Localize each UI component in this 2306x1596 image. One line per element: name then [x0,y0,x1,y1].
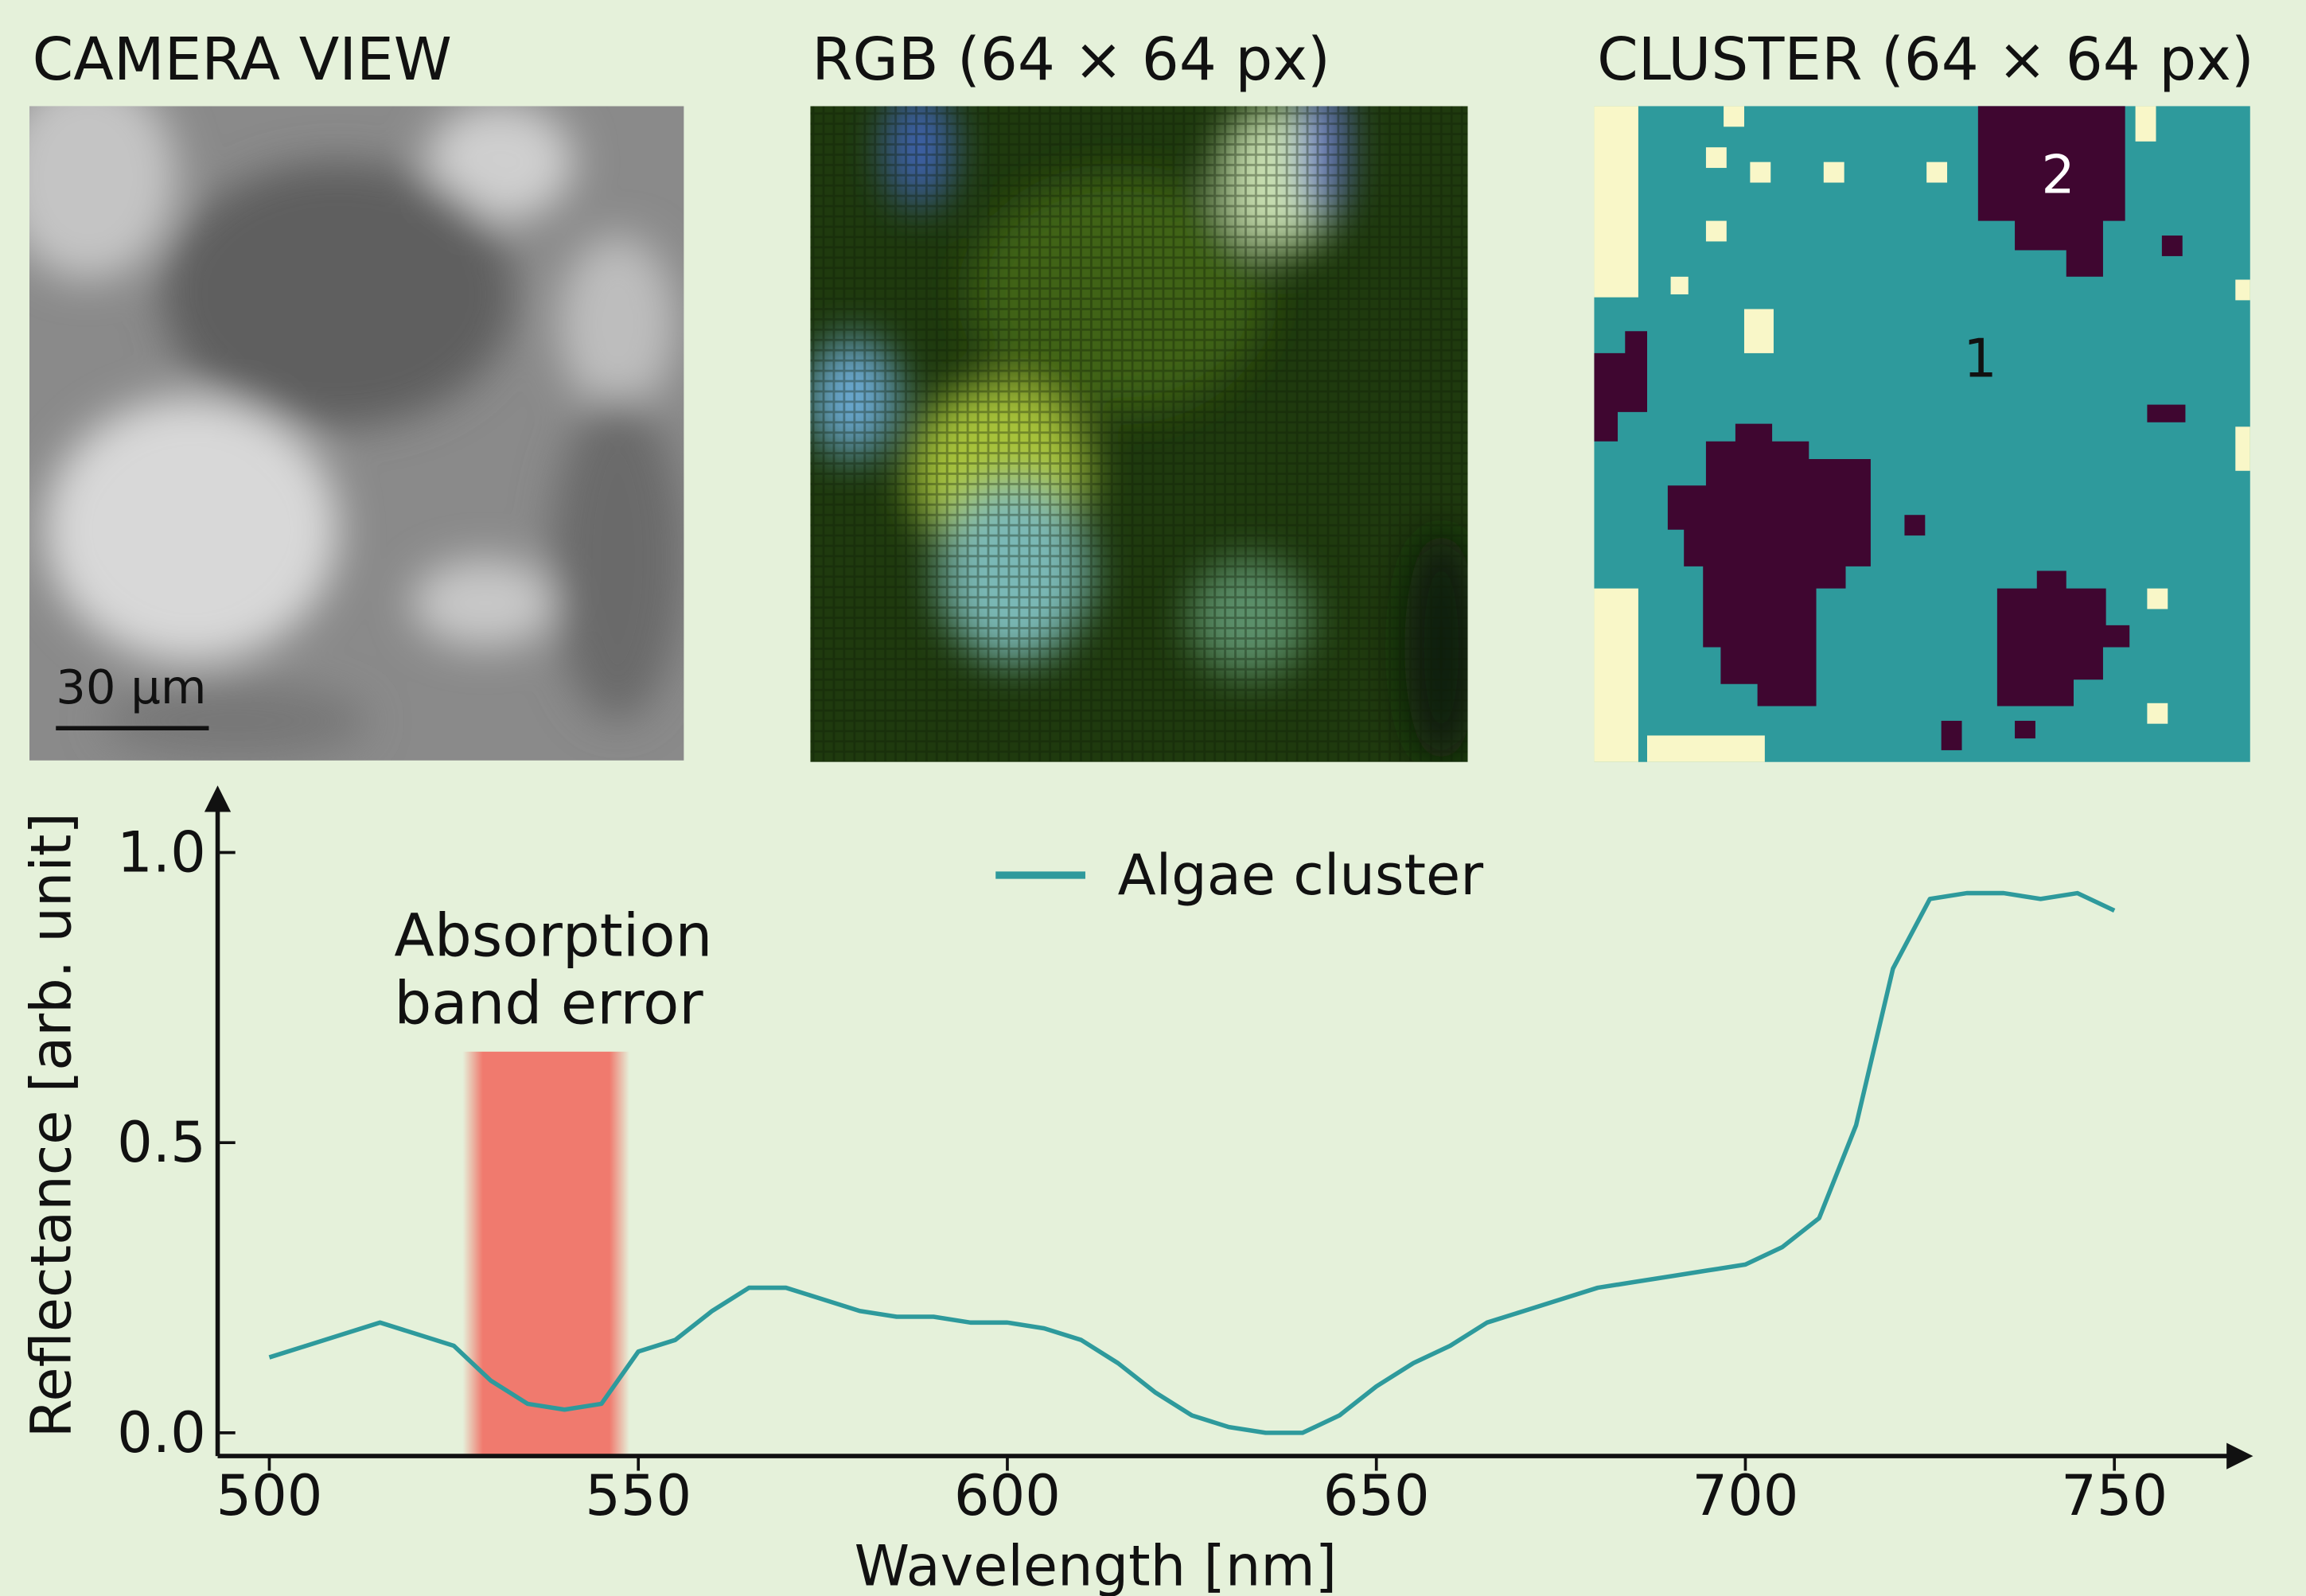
y-tick-label: 0.0 [117,1400,206,1466]
figure: 30 μm [0,0,2306,1596]
x-tick-label: 750 [2061,1463,2168,1528]
x-tick-label: 600 [954,1463,1061,1528]
x-tick-label: 700 [1692,1463,1798,1528]
x-axis-label: Wavelength [nm] [855,1534,1338,1596]
x-tick-label: 500 [216,1463,322,1528]
annotation: Absorption [394,902,712,971]
y-tick-label: 1.0 [117,820,206,886]
x-axis-arrow [2226,1442,2253,1469]
cluster-label: 1 [1963,327,1996,389]
x-tick-label: 650 [1323,1463,1430,1528]
annotation: band error [394,970,703,1038]
cluster-image: 1 2 [1594,106,2250,761]
legend-label: Algae cluster [1118,843,1484,908]
x-tick-label: 550 [585,1463,691,1528]
page: {"panels": [ {"title": "CAMERA VIEW", "s… [0,0,2306,1596]
panel-title: CAMERA VIEW [33,25,452,94]
scale-bar-label: 30 μm [56,660,206,714]
camera-image [0,74,684,761]
y-tick-label: 0.5 [117,1110,206,1175]
panel-title: CLUSTER (64 × 64 px) [1597,25,2254,94]
cluster-label: 2 [2041,143,2074,205]
y-axis-label: Reflectance [arb. unit] [19,812,84,1438]
panel-title: RGB (64 × 64 px) [812,25,1330,94]
rgb-image [809,74,1478,765]
y-axis-arrow [205,785,231,812]
absorption-band [462,1052,629,1456]
